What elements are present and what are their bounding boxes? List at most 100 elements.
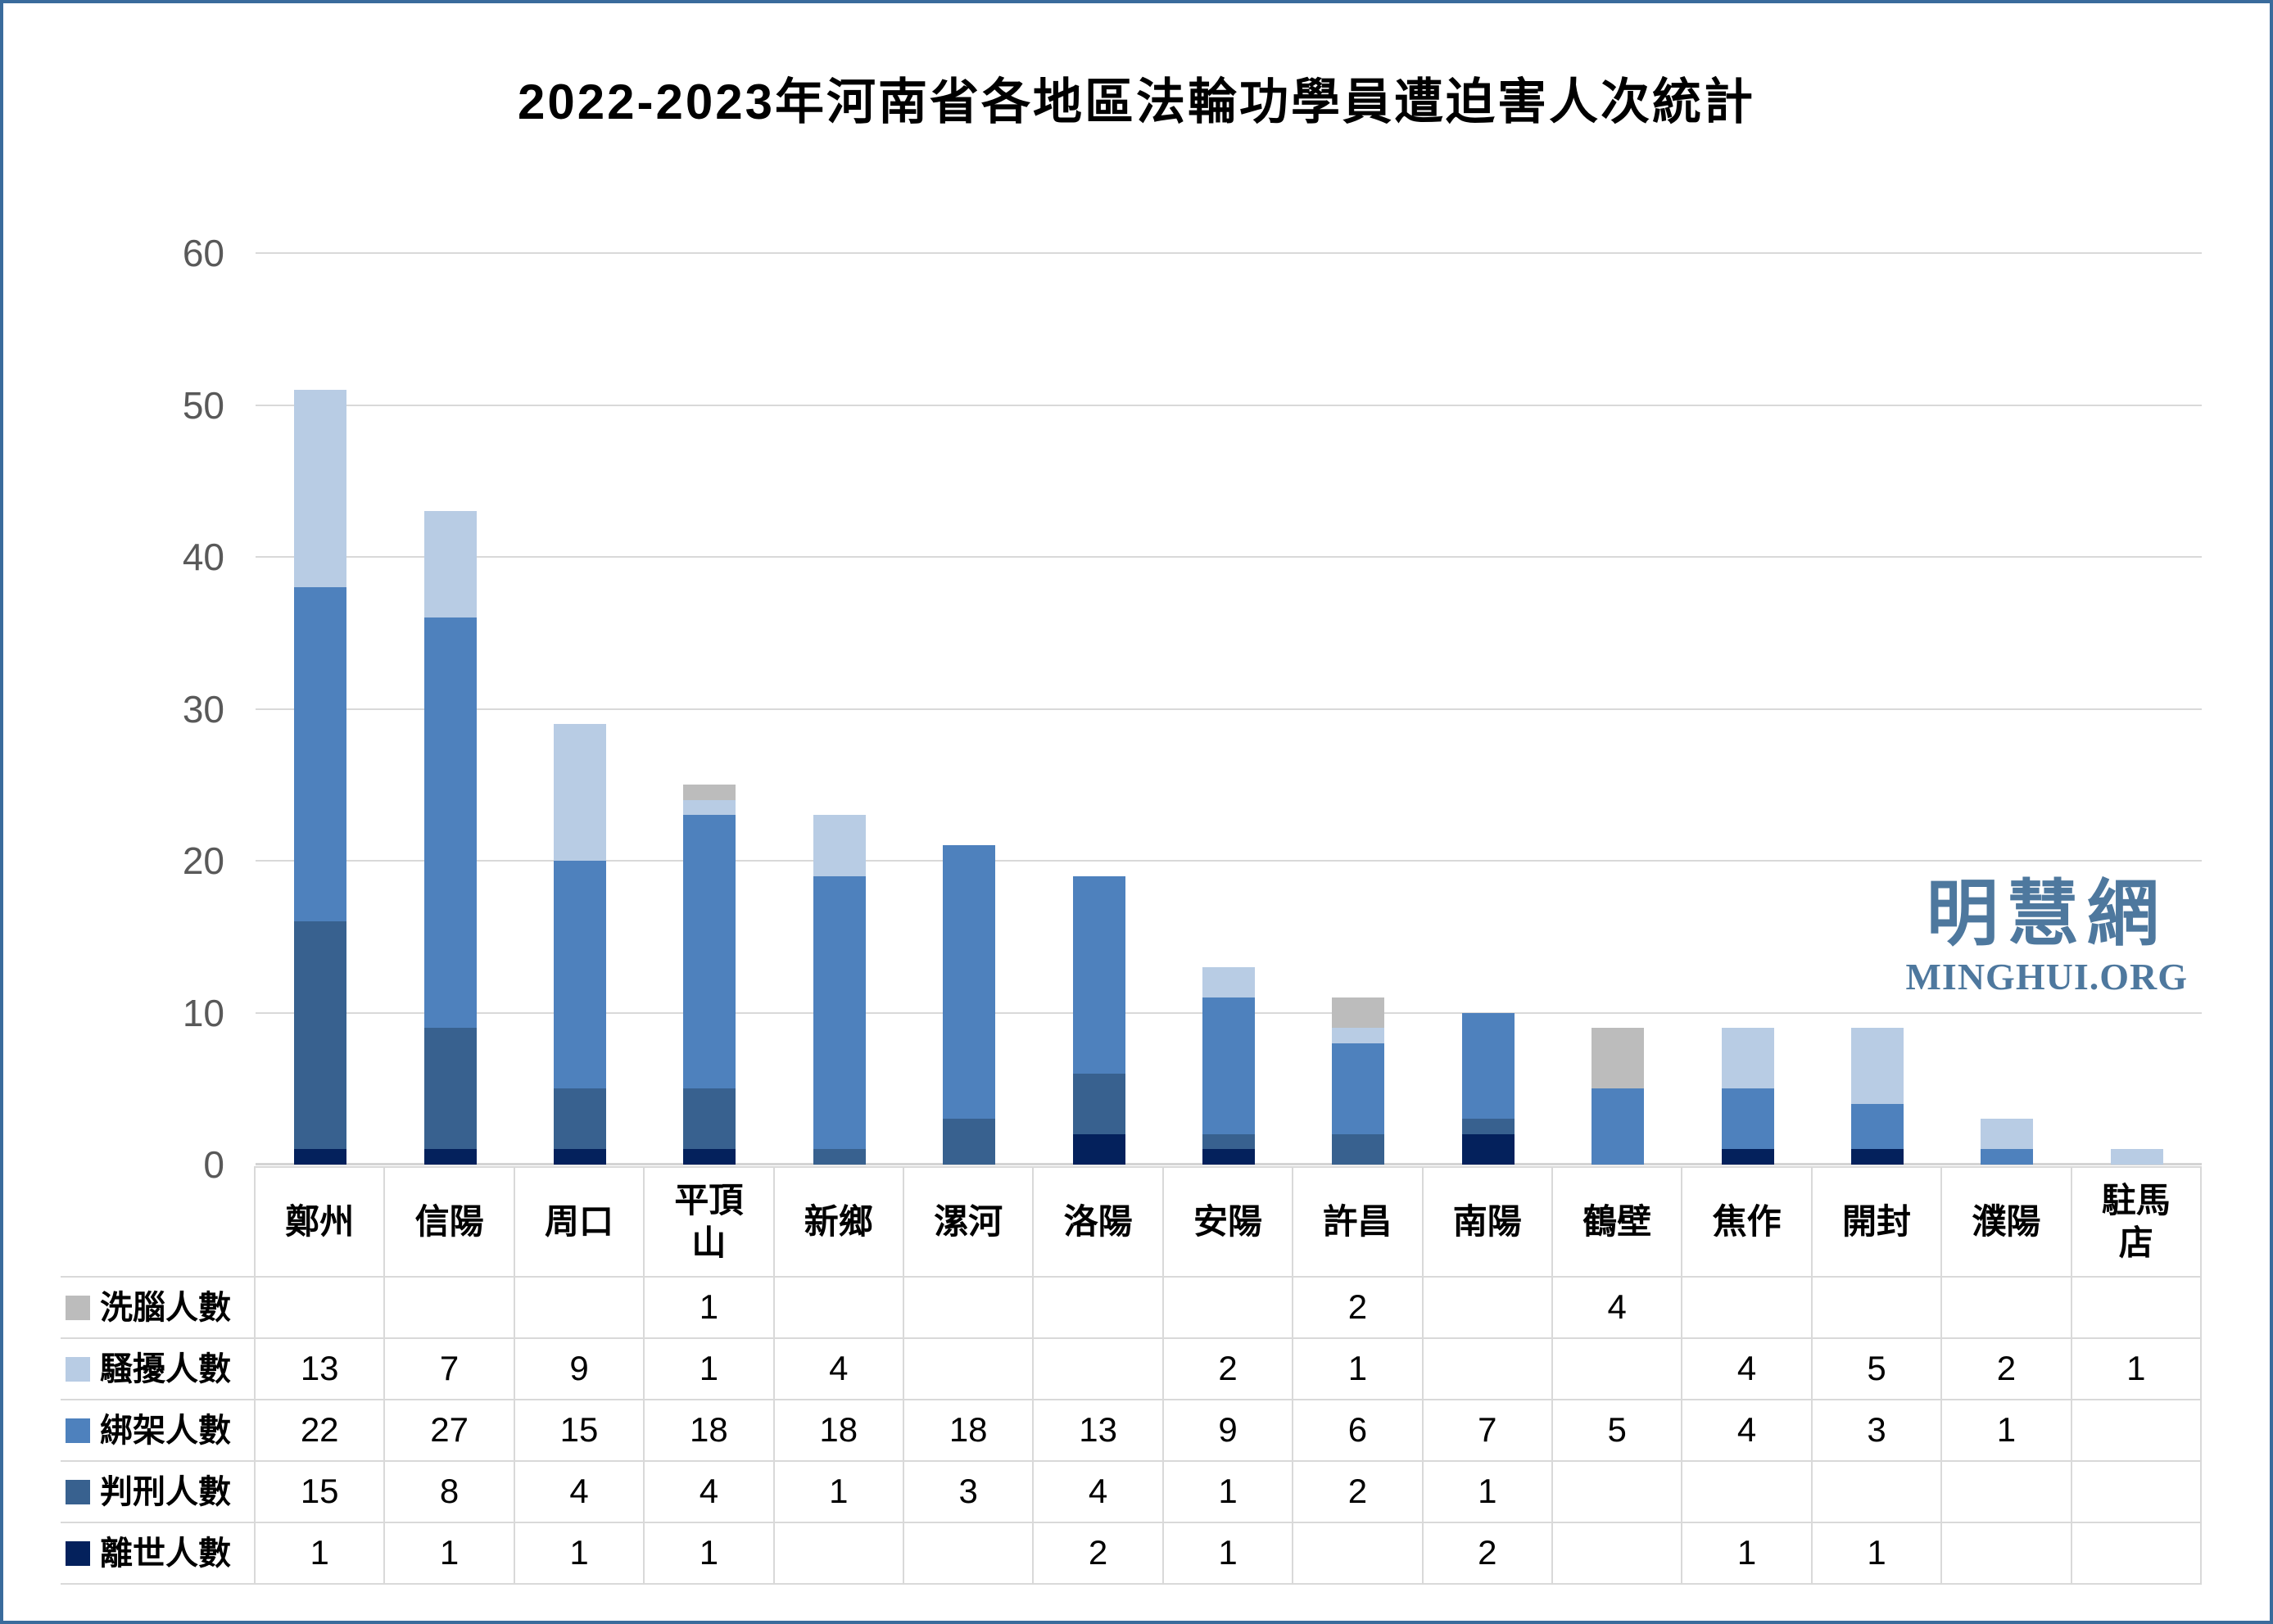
- table-cell: 1: [774, 1462, 904, 1523]
- table-cell: 4: [514, 1462, 645, 1523]
- stacked-bar-駐馬店: [2110, 1149, 2163, 1165]
- table-cell: 18: [903, 1400, 1035, 1462]
- table-cell: 1: [514, 1523, 645, 1585]
- series-name: 騷擾人數: [100, 1350, 231, 1387]
- bar-segment: [1721, 1088, 1774, 1150]
- bar-segment: [554, 861, 607, 1089]
- stacked-bar-鶴壁: [1592, 1028, 1645, 1165]
- y-axis-tick-10: 10: [182, 991, 224, 1034]
- stacked-bar-濮陽: [1981, 1119, 2034, 1165]
- table-cell: [1942, 1278, 2072, 1339]
- x-axis-label-信陽: 信陽: [385, 1166, 515, 1278]
- table-corner-cell: [61, 1166, 256, 1278]
- y-axis-tick-30: 30: [182, 687, 224, 731]
- bar-segment: [423, 511, 477, 618]
- table-cell: [774, 1278, 904, 1339]
- legend-row-label: 洗腦人數: [61, 1278, 256, 1339]
- bar-column-周口: [515, 253, 645, 1165]
- bar-column-開封: [1813, 253, 1942, 1165]
- table-cell: 1: [1812, 1523, 1943, 1585]
- bar-column-新鄉: [775, 253, 904, 1165]
- table-cell: 3: [903, 1462, 1035, 1523]
- table-cell: 4: [1682, 1400, 1813, 1462]
- table-cell: 3: [1812, 1400, 1943, 1462]
- bar-segment: [943, 845, 996, 1120]
- series-name: 離世人數: [100, 1535, 231, 1572]
- table-cell: 4: [645, 1462, 775, 1523]
- table-cell: [1552, 1523, 1683, 1585]
- table-cell: [2072, 1400, 2202, 1462]
- bar-column-鶴壁: [1553, 253, 1682, 1165]
- y-axis-tick-20: 20: [182, 839, 224, 882]
- x-axis-label-濮陽: 濮陽: [1942, 1166, 2072, 1278]
- bar-segment: [1332, 1043, 1385, 1134]
- chart-title: 2022-2023年河南省各地區法輪功學員遭迫害人次統計: [518, 75, 1755, 129]
- legend-swatch: [66, 1295, 90, 1320]
- bar-segment: [2110, 1149, 2163, 1165]
- minghui-watermark-cjk: 明慧網: [1926, 873, 2167, 954]
- legend-row-label: 判刑人數: [61, 1462, 256, 1523]
- legend-row-label: 離世人數: [61, 1523, 256, 1585]
- x-axis-label-洛陽: 洛陽: [1034, 1166, 1164, 1278]
- stacked-bar-漯河: [943, 845, 996, 1165]
- table-cell: 1: [645, 1523, 775, 1585]
- table-cell: 27: [385, 1400, 515, 1462]
- bar-segment: [1592, 1028, 1645, 1089]
- table-cell: [2072, 1278, 2202, 1339]
- table-cell: [2072, 1462, 2202, 1523]
- bar-segment: [423, 1149, 477, 1165]
- table-cell: [1034, 1278, 1164, 1339]
- legend-row-label: 綁架人數: [61, 1400, 256, 1462]
- table-cell: 1: [1942, 1400, 2072, 1462]
- table-cell: 1: [1682, 1523, 1813, 1585]
- y-axis-tick-0: 0: [203, 1143, 224, 1186]
- bar-column-信陽: [385, 253, 514, 1165]
- table-cell: 1: [385, 1523, 515, 1585]
- table-cell: 9: [1163, 1400, 1294, 1462]
- minghui-watermark-latin: MINGHUI.ORG: [1905, 956, 2188, 997]
- table-cell: 18: [774, 1400, 904, 1462]
- y-axis-tick-40: 40: [182, 536, 224, 578]
- bar-segment: [1461, 1133, 1515, 1165]
- stacked-bar-周口: [554, 724, 607, 1165]
- x-axis-label-漯河: 漯河: [903, 1166, 1035, 1278]
- x-axis-label-周口: 周口: [514, 1166, 645, 1278]
- table-cell: 18: [645, 1400, 775, 1462]
- table-cell: [1812, 1462, 1943, 1523]
- table-cell: 1: [645, 1339, 775, 1400]
- bar-segment: [1072, 875, 1125, 1074]
- x-axis-label-開封: 開封: [1812, 1166, 1943, 1278]
- bar-column-漯河: [904, 253, 1034, 1165]
- legend-swatch: [66, 1356, 90, 1382]
- bar-column-濮陽: [1942, 253, 2072, 1165]
- table-cell: [385, 1278, 515, 1339]
- table-cell: [1552, 1462, 1683, 1523]
- bar-segment: [1981, 1119, 2034, 1150]
- stacked-bar-南陽: [1461, 1012, 1515, 1165]
- bar-column-焦作: [1682, 253, 1812, 1165]
- bar-segment: [813, 875, 866, 1150]
- bar-segment: [294, 921, 347, 1150]
- stacked-bar-許昌: [1332, 997, 1385, 1165]
- table-cell: 4: [1034, 1462, 1164, 1523]
- table-cell: [903, 1523, 1035, 1585]
- table-cell: [1034, 1339, 1164, 1400]
- bar-segment: [1592, 1088, 1645, 1165]
- bar-segment: [1072, 1133, 1125, 1165]
- bar-column-駐馬店: [2072, 253, 2202, 1165]
- bar-segment: [1072, 1073, 1125, 1134]
- x-axis-label-焦作: 焦作: [1682, 1166, 1813, 1278]
- table-cell: 15: [256, 1462, 386, 1523]
- table-cell: 2: [1293, 1278, 1424, 1339]
- bar-segment: [813, 815, 866, 876]
- bar-segment: [1332, 997, 1385, 1029]
- bar-segment: [1981, 1149, 2034, 1165]
- bar-segment: [294, 1149, 347, 1165]
- table-cell: 2: [1163, 1339, 1294, 1400]
- table-cell: [1682, 1462, 1813, 1523]
- bar-segment: [1332, 1028, 1385, 1043]
- bar-segment: [423, 617, 477, 1029]
- legend-swatch: [66, 1418, 90, 1443]
- minghui-watermark: 明慧網 MINGHUI.ORG: [1906, 878, 2189, 996]
- table-cell: 2: [1293, 1462, 1424, 1523]
